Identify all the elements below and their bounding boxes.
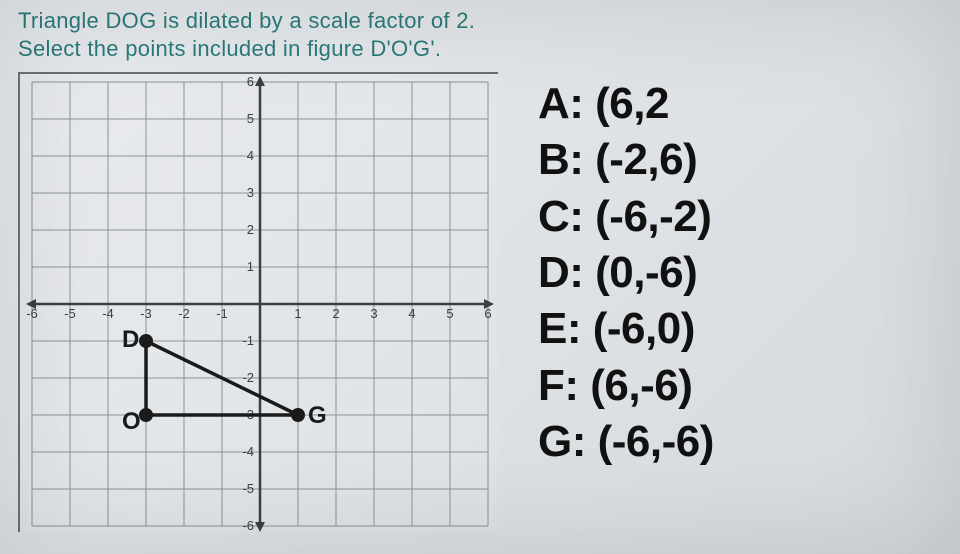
worksheet-page: Triangle DOG is dilated by a scale facto… <box>0 0 960 554</box>
svg-text:5: 5 <box>247 111 254 126</box>
svg-text:D: D <box>122 326 139 353</box>
svg-text:O: O <box>122 408 141 435</box>
svg-text:3: 3 <box>247 185 254 200</box>
svg-text:4: 4 <box>247 148 254 163</box>
svg-text:-3: -3 <box>140 306 152 321</box>
svg-text:6: 6 <box>484 306 491 321</box>
question-line-1: Triangle DOG is dilated by a scale facto… <box>18 8 942 34</box>
answer-choice[interactable]: D: (0,-6) <box>538 245 714 301</box>
svg-text:2: 2 <box>332 306 339 321</box>
svg-text:-6: -6 <box>242 518 254 533</box>
question-line-2: Select the points included in figure D'O… <box>18 36 942 62</box>
svg-text:6: 6 <box>247 74 254 89</box>
svg-text:1: 1 <box>247 259 254 274</box>
answer-choice-list: A: (6,2B: (-2,6)C: (-6,-2)D: (0,-6)E: (-… <box>538 72 714 470</box>
svg-text:-4: -4 <box>102 306 114 321</box>
graph-svg: -6-5-4-3-2-1123456-6-5-4-3-2-1123456DOG <box>20 74 500 534</box>
svg-text:-2: -2 <box>242 370 254 385</box>
answer-choice[interactable]: A: (6,2 <box>538 76 714 132</box>
answer-choice[interactable]: G: (-6,-6) <box>538 414 714 470</box>
answer-choice[interactable]: E: (-6,0) <box>538 301 714 357</box>
svg-text:-4: -4 <box>242 444 254 459</box>
answer-choice[interactable]: C: (-6,-2) <box>538 189 714 245</box>
svg-text:-6: -6 <box>26 306 38 321</box>
svg-text:-5: -5 <box>64 306 76 321</box>
answer-choice[interactable]: F: (6,-6) <box>538 358 714 414</box>
svg-text:-1: -1 <box>242 333 254 348</box>
svg-text:5: 5 <box>446 306 453 321</box>
coordinate-graph: -6-5-4-3-2-1123456-6-5-4-3-2-1123456DOG <box>18 72 498 532</box>
svg-text:4: 4 <box>408 306 415 321</box>
svg-text:-2: -2 <box>178 306 190 321</box>
svg-text:-5: -5 <box>242 481 254 496</box>
svg-text:3: 3 <box>370 306 377 321</box>
answer-choice[interactable]: B: (-2,6) <box>538 132 714 188</box>
svg-text:2: 2 <box>247 222 254 237</box>
svg-text:-1: -1 <box>216 306 228 321</box>
content-row: -6-5-4-3-2-1123456-6-5-4-3-2-1123456DOG … <box>18 72 942 532</box>
svg-text:1: 1 <box>294 306 301 321</box>
svg-text:G: G <box>308 402 327 429</box>
